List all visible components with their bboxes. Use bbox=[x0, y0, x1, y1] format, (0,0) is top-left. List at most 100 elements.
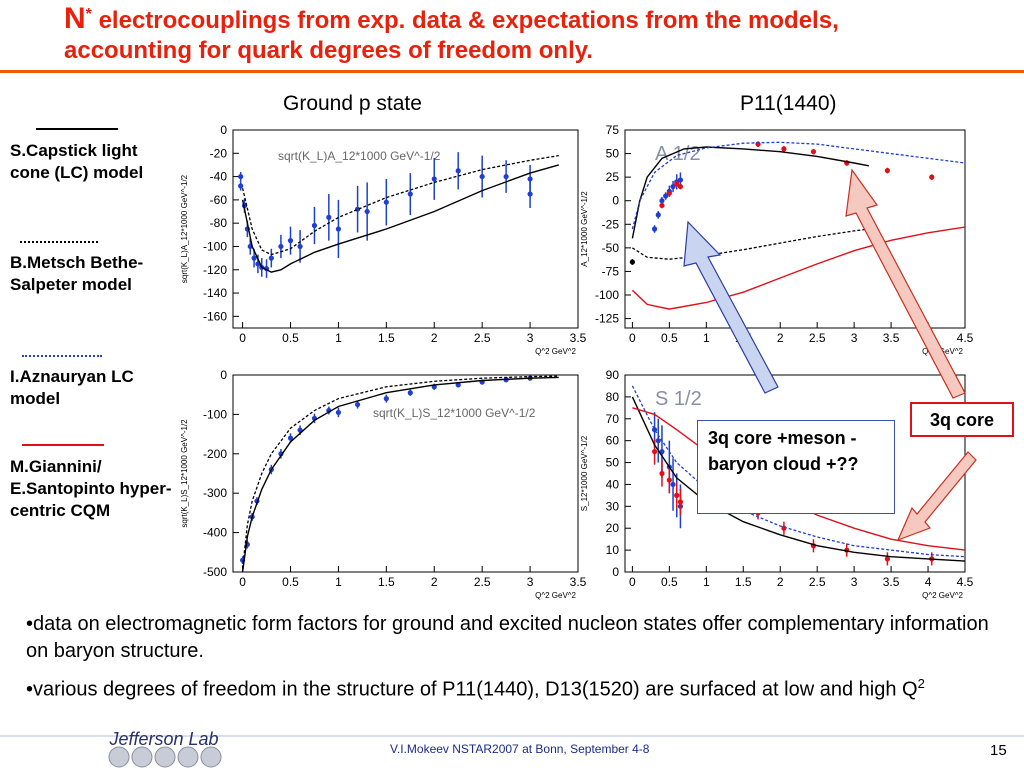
chart-ground-s12: 0 0.5 1 1.5 2 2.5 3 3.5 0 -100 -200 -300 -400 -500 Q^2… bbox=[180, 368, 587, 600]
y-tick-label: -120 bbox=[203, 263, 227, 277]
y-tick-label: -50 bbox=[602, 241, 620, 255]
x-tick-label: 2 bbox=[777, 575, 784, 589]
bullet-2-sup: 2 bbox=[917, 676, 925, 691]
data-point bbox=[651, 449, 658, 455]
data-point bbox=[527, 176, 533, 182]
plot-frame bbox=[232, 129, 579, 329]
x-tick-label: 1 bbox=[335, 575, 342, 589]
data-point bbox=[407, 390, 413, 396]
y-tick-label: -400 bbox=[203, 526, 227, 540]
model-curve bbox=[631, 396, 966, 562]
y-tick-label: -300 bbox=[203, 486, 227, 500]
x-tick-label: 0.5 bbox=[282, 575, 299, 589]
svg-text:Jefferson Lab: Jefferson Lab bbox=[108, 729, 218, 749]
data-point bbox=[674, 181, 680, 187]
data-point bbox=[651, 226, 658, 232]
legend-line-dotted-black bbox=[20, 241, 98, 243]
x-tick-label: 3 bbox=[527, 331, 534, 345]
y-tick-label: -25 bbox=[602, 217, 620, 231]
data-point bbox=[677, 499, 684, 505]
y-tick-label: 75 bbox=[606, 123, 620, 137]
x-tick-label: 0 bbox=[239, 575, 246, 589]
model-curve bbox=[632, 228, 869, 260]
x-tick-label: 1 bbox=[335, 331, 342, 345]
y-tick-label: -100 bbox=[595, 288, 619, 302]
page-number: 15 bbox=[990, 742, 1007, 759]
x-axis-label: Q^2 GeV^2 bbox=[535, 591, 576, 600]
data-point bbox=[503, 173, 509, 180]
data-point bbox=[278, 243, 284, 250]
x-tick-label: 3.5 bbox=[883, 331, 900, 345]
ground-state-header: Ground p state bbox=[283, 92, 422, 115]
data-point bbox=[287, 238, 294, 244]
x-tick-label: 0 bbox=[629, 575, 636, 589]
legend-giannini: M.Giannini/ E.Santopinto hyper-centric C… bbox=[10, 457, 172, 520]
x-tick-label: 1.5 bbox=[735, 575, 752, 589]
data-point bbox=[238, 183, 244, 189]
jefferson-lab-logo: Jefferson Lab bbox=[14, 727, 264, 768]
y-tick-label: -200 bbox=[203, 447, 227, 461]
y-tick-label: 80 bbox=[606, 390, 620, 404]
x-tick-label: 2 bbox=[431, 575, 438, 589]
y-tick-label: 20 bbox=[606, 521, 620, 535]
data-point bbox=[666, 190, 672, 196]
y-tick-label: -140 bbox=[203, 286, 227, 300]
data-point bbox=[251, 255, 257, 261]
data-point bbox=[659, 202, 665, 209]
y-tick-label: 50 bbox=[606, 456, 620, 470]
data-point bbox=[287, 435, 294, 441]
x-tick-label: 1.5 bbox=[378, 575, 395, 589]
legend-metsch: B.Metsch Bethe-Salpeter model bbox=[10, 253, 144, 294]
x-tick-label: 3.5 bbox=[883, 575, 900, 589]
x-tick-label: 2 bbox=[431, 331, 438, 345]
model-curve bbox=[631, 141, 966, 230]
y-tick-label: 10 bbox=[606, 543, 620, 557]
y-tick-label: -500 bbox=[203, 565, 227, 579]
chart-p11-a12: 0 0.5 1 1.5 2 2.5 3 3.5 4 4.5 75 50 25 0 -25 -50 -75 -100… bbox=[580, 123, 974, 356]
data-point bbox=[297, 243, 303, 250]
chart-ground-a12: 0 0.5 1 1.5 2 2.5 3 3.5 0 -20 -40 -60 -80 -100 -120 -14… bbox=[180, 123, 587, 356]
data-point bbox=[674, 492, 680, 498]
data-point bbox=[884, 556, 890, 562]
data-point bbox=[383, 199, 389, 205]
callout-meson-cloud: 3q core +meson -baryon cloud +?? bbox=[697, 420, 895, 514]
model-curve bbox=[241, 375, 559, 569]
y-axis-label: sqrt(K_L)A_12*1000 GeV^-1/2 bbox=[180, 174, 189, 283]
y-tick-label: -160 bbox=[203, 309, 227, 323]
x-tick-label: 0.5 bbox=[282, 331, 299, 345]
y-tick-label: -100 bbox=[203, 239, 227, 253]
data-point bbox=[659, 470, 665, 477]
data-point bbox=[670, 481, 676, 488]
y-tick-label: 0 bbox=[220, 368, 227, 382]
model-curve bbox=[631, 385, 966, 558]
x-tick-label: 3.5 bbox=[570, 575, 587, 589]
legend-line-solid-red bbox=[22, 444, 104, 446]
legend-line-dotted-blue bbox=[22, 355, 102, 357]
legend-aznauryan: I.Aznauryan LC model bbox=[10, 367, 134, 408]
data-point bbox=[884, 167, 890, 174]
data-point bbox=[383, 396, 389, 402]
y-tick-label: -20 bbox=[210, 146, 228, 160]
legend-line-solid-black bbox=[36, 128, 118, 130]
chart-annotation: A 1/2 bbox=[655, 143, 701, 165]
y-tick-label: -40 bbox=[210, 170, 228, 184]
slide-title: N* electrocouplings from exp. data & exp… bbox=[64, 0, 964, 66]
data-point bbox=[659, 198, 665, 204]
x-tick-label: 2.5 bbox=[809, 331, 826, 345]
data-point bbox=[354, 401, 361, 408]
y-tick-label: 50 bbox=[606, 147, 620, 161]
bullet-2-text: •various degrees of freedom in the struc… bbox=[26, 678, 918, 701]
data-point bbox=[431, 176, 437, 182]
x-tick-label: 3 bbox=[851, 575, 858, 589]
x-tick-label: 0.5 bbox=[661, 575, 678, 589]
data-point bbox=[479, 173, 485, 180]
data-point bbox=[663, 193, 669, 199]
x-tick-label: 2.5 bbox=[474, 331, 491, 345]
data-point bbox=[655, 438, 661, 444]
p11-header: P11(1440) bbox=[740, 92, 837, 115]
y-tick-label: 0 bbox=[220, 123, 227, 137]
data-point bbox=[335, 409, 342, 416]
model-curve bbox=[241, 154, 559, 256]
y-tick-label: -60 bbox=[210, 193, 228, 207]
title-underline bbox=[0, 70, 1024, 73]
